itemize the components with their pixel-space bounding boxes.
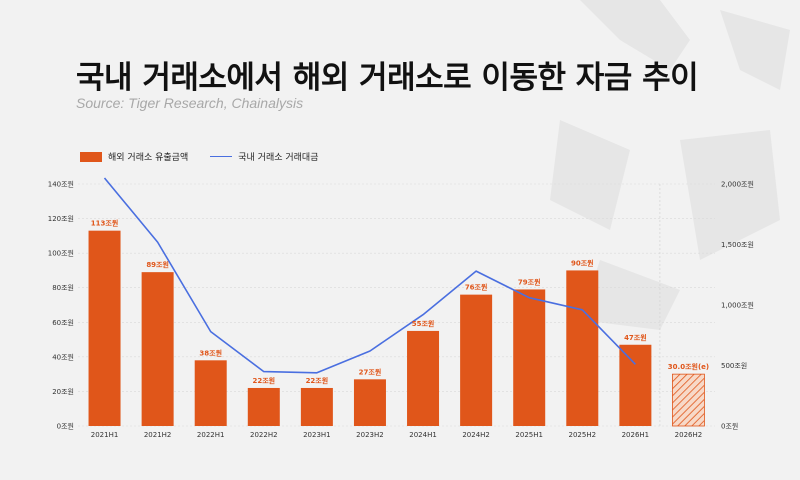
source-caption: Source: Tiger Research, Chainalysis <box>76 95 304 111</box>
bar <box>194 360 227 426</box>
left-tick-label: 100조원 <box>48 249 74 258</box>
line-swatch-icon <box>210 156 233 157</box>
left-tick-label: 140조원 <box>48 180 74 189</box>
left-tick-label: 40조원 <box>52 352 74 361</box>
bars <box>88 230 705 427</box>
bar <box>460 294 493 426</box>
x-tick-label: 2026H1 <box>622 431 650 439</box>
bar-data-label: 47조원 <box>624 333 647 342</box>
bar <box>300 387 333 426</box>
right-axis-ticks: 0조원 500조원 1,000조원 1,500조원 2,000조원 <box>721 180 754 431</box>
x-tick-label: 2021H1 <box>91 431 119 439</box>
right-tick-label: 0조원 <box>721 422 738 431</box>
left-tick-label: 0조원 <box>57 422 74 431</box>
x-tick-label: 2025H2 <box>569 431 597 439</box>
x-tick-label: 2023H2 <box>356 431 384 439</box>
x-tick-label: 2021H2 <box>144 431 172 439</box>
grid-lines <box>78 183 715 427</box>
bar <box>619 344 652 426</box>
x-axis-labels: 2021H1 2021H2 2022H1 2022H2 2023H1 2023H2 2024… <box>91 431 702 439</box>
page-title: 국내 거래소에서 해외 거래소로 이동한 자금 추이 <box>76 60 699 96</box>
bar-swatch-icon <box>80 151 102 162</box>
left-tick-label: 80조원 <box>52 283 74 292</box>
bar <box>88 230 121 426</box>
line-series <box>103 177 636 374</box>
x-tick-label: 2022H2 <box>250 431 278 439</box>
bar-data-label: 55조원 <box>412 319 435 328</box>
bar-data-label: 22조원 <box>252 376 275 385</box>
data-labels: 113조원 89조원 38조원 22조원 22조원 27조원 55조원 76조원 79조원 90조… <box>91 219 709 385</box>
bar <box>407 330 440 426</box>
legend: 해외 거래소 유출금액 국내 거래소 거래대금 <box>80 150 341 163</box>
bar-data-label: 79조원 <box>518 277 541 286</box>
bar-data-label: 113조원 <box>91 219 119 228</box>
tiger-watermark-logo <box>550 0 790 330</box>
bar-data-label: 22조원 <box>306 376 329 385</box>
left-tick-label: 120조원 <box>48 214 74 223</box>
legend-item-line: 국내 거래소 거래대금 <box>210 150 319 163</box>
x-tick-label: 2026H2 <box>675 431 703 439</box>
x-tick-label: 2022H1 <box>197 431 225 439</box>
bar-data-label: 90조원 <box>571 258 594 267</box>
x-tick-label: 2024H2 <box>462 431 490 439</box>
bar-data-label: 38조원 <box>199 348 222 357</box>
bar <box>513 289 546 426</box>
x-tick-label: 2023H1 <box>303 431 331 439</box>
legend-line-label: 국내 거래소 거래대금 <box>238 153 319 163</box>
right-tick-label: 2,000조원 <box>721 180 754 189</box>
left-tick-label: 60조원 <box>52 318 74 327</box>
bar <box>141 272 174 426</box>
bar-data-label: 30.0조원(e) <box>668 362 709 371</box>
bar <box>353 379 386 426</box>
x-tick-label: 2024H1 <box>409 431 437 439</box>
left-tick-label: 20조원 <box>52 387 74 396</box>
bar-estimate <box>672 373 705 427</box>
line-path <box>103 177 636 374</box>
right-tick-label: 1,000조원 <box>721 301 754 310</box>
right-tick-label: 1,500조원 <box>721 240 754 249</box>
bar <box>566 270 599 426</box>
bar-data-label: 89조원 <box>146 260 169 269</box>
right-tick-label: 500조원 <box>721 361 747 370</box>
bar-data-label: 76조원 <box>465 283 488 292</box>
legend-item-bar: 해외 거래소 유출금액 <box>80 150 188 163</box>
bar-data-label: 27조원 <box>359 367 382 376</box>
bar <box>247 387 280 426</box>
x-tick-label: 2025H1 <box>515 431 543 439</box>
left-axis-ticks: 0조원 20조원 40조원 60조원 80조원 100조원 120조원 140조원 <box>48 180 74 431</box>
legend-bar-label: 해외 거래소 유출금액 <box>108 153 189 163</box>
